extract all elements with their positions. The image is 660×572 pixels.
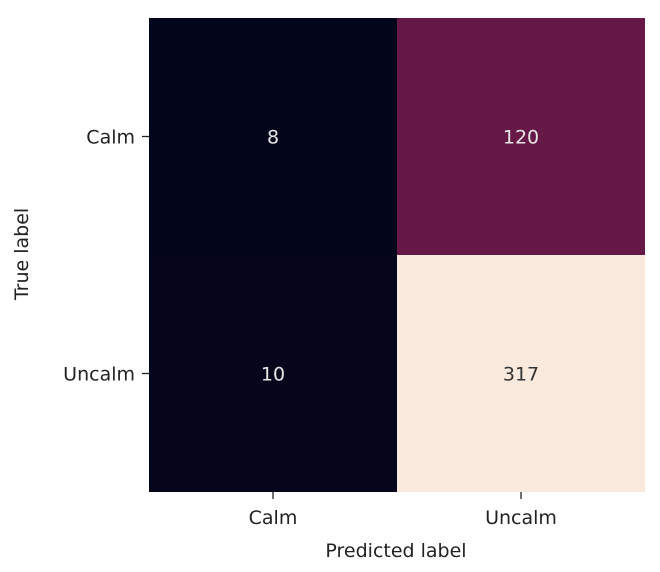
- heatmap-cells: [149, 18, 645, 492]
- cell-value-r0-c0: 8: [267, 127, 279, 149]
- cell-value-r1-c1: 317: [503, 364, 539, 386]
- x-tick-label-0: Calm: [249, 507, 298, 529]
- x-tick-label-1: Uncalm: [485, 507, 557, 529]
- cell-value-r0-c1: 120: [503, 127, 539, 149]
- y-tick-label-1: Uncalm: [63, 364, 135, 386]
- x-axis-label: Predicted label: [325, 540, 466, 562]
- y-axis: Calm Uncalm: [63, 127, 149, 386]
- y-axis-label: True label: [11, 208, 33, 301]
- x-axis: Calm Uncalm: [249, 492, 557, 529]
- heatmap-cell-r1-c1: [397, 255, 645, 492]
- heatmap-cell-r1-c0: [149, 255, 397, 492]
- cell-value-r1-c0: 10: [261, 364, 285, 386]
- cell-annotations: 8 120 10 317: [261, 127, 539, 386]
- y-tick-label-0: Calm: [86, 127, 135, 149]
- heatmap-cell-r0-c1: [397, 18, 645, 255]
- heatmap-cell-r0-c0: [149, 18, 397, 255]
